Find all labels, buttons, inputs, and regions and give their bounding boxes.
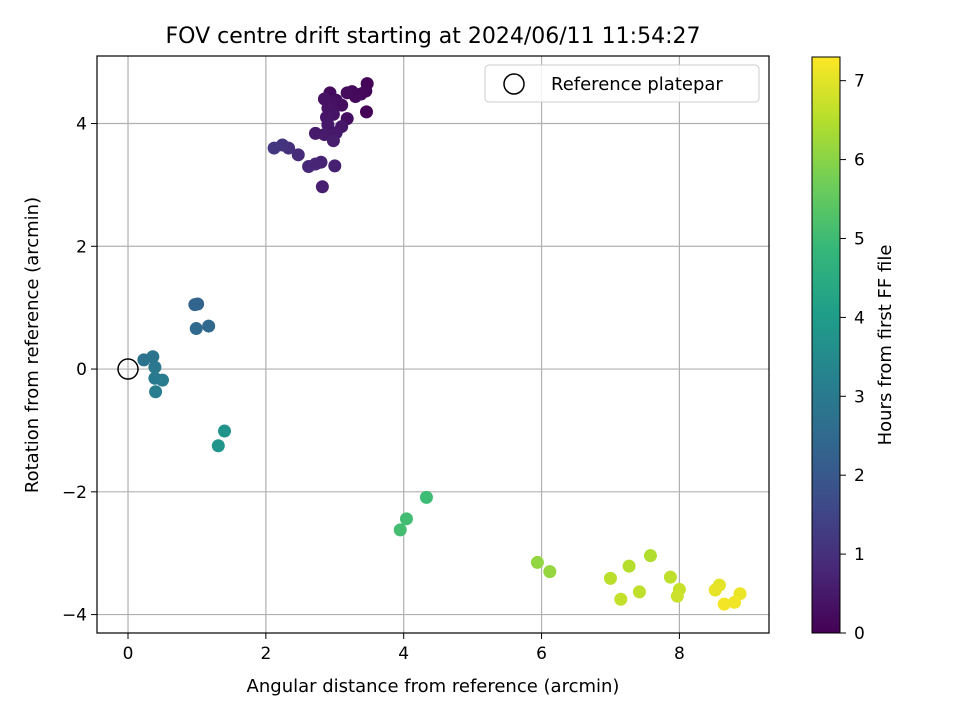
data-points (137, 77, 747, 611)
data-point (202, 319, 216, 333)
data-point (218, 424, 232, 438)
data-point (148, 360, 162, 374)
data-point (543, 565, 557, 579)
data-point (267, 141, 281, 155)
legend-reference-marker-icon (503, 73, 525, 95)
colorbar-tick-label: 4 (854, 308, 865, 328)
data-point (603, 571, 617, 585)
data-point (328, 159, 342, 173)
data-point (315, 180, 329, 194)
y-tick-label: 0 (76, 360, 87, 380)
y-tick-label: −2 (62, 483, 87, 503)
data-point (326, 134, 340, 148)
data-point (359, 105, 373, 119)
colorbar-gradient (812, 57, 840, 633)
reference-platepar-point (117, 358, 139, 380)
chart-title: FOV centre drift starting at 2024/06/11 … (166, 24, 701, 49)
x-tick-label: 8 (674, 644, 685, 664)
data-point (302, 159, 316, 173)
data-point (622, 559, 636, 573)
colorbar-tick-label: 6 (854, 151, 865, 171)
data-point (291, 148, 305, 162)
data-point (419, 490, 433, 504)
colorbar-label: Hours from first FF file (875, 245, 896, 446)
plot-frame (96, 55, 770, 634)
legend-entry-reference-platepar: Reference platepar (551, 74, 723, 95)
x-tick-label: 6 (536, 644, 547, 664)
colorbar-tick-label: 7 (854, 72, 865, 92)
x-tick-label: 4 (398, 644, 409, 664)
y-tick-label: 4 (76, 115, 87, 135)
data-point (614, 592, 628, 606)
data-point (149, 385, 163, 399)
data-point (399, 512, 413, 526)
data-point (340, 86, 354, 100)
data-point (670, 589, 684, 603)
data-point (211, 439, 225, 453)
colorbar-tick-label: 5 (854, 229, 865, 249)
reference-marker (117, 358, 139, 380)
grid-lines (97, 56, 769, 633)
colorbar-tick-label: 1 (854, 545, 865, 565)
x-axis-ticks: 0 2 4 6 8 (123, 633, 685, 664)
data-point (189, 322, 203, 336)
y-tick-label: −4 (62, 606, 87, 626)
x-tick-label: 2 (260, 644, 271, 664)
data-point (393, 523, 407, 537)
colorbar-tick-label: 2 (854, 466, 865, 486)
data-point (717, 597, 731, 611)
data-point (146, 350, 160, 364)
data-point (663, 570, 677, 584)
data-point (321, 118, 335, 132)
plot-area (97, 56, 769, 633)
colorbar-tick-label: 3 (854, 387, 865, 407)
colorbar-frame (811, 56, 841, 634)
colorbar-tick-label: 0 (854, 624, 865, 644)
y-tick-label: 2 (76, 237, 87, 257)
colorbar: 0 1 2 3 4 5 6 7 Hours from first FF file (811, 56, 896, 644)
data-point (708, 583, 722, 597)
data-point (191, 297, 205, 311)
y-axis-label: Rotation from reference (arcmin) (22, 197, 43, 493)
x-tick-label: 0 (123, 644, 134, 664)
colorbar-ticks: 0 1 2 3 4 5 6 7 (840, 72, 865, 644)
x-axis-label: Angular distance from reference (arcmin) (247, 676, 620, 697)
data-point (530, 555, 544, 569)
data-point (643, 549, 657, 563)
data-point (632, 585, 646, 599)
data-point (728, 595, 742, 609)
data-point (308, 126, 322, 140)
y-axis-ticks: −4 −2 0 2 4 (62, 115, 97, 626)
data-point (155, 373, 169, 387)
legend: Reference platepar (484, 64, 760, 103)
legend-box (484, 64, 760, 103)
